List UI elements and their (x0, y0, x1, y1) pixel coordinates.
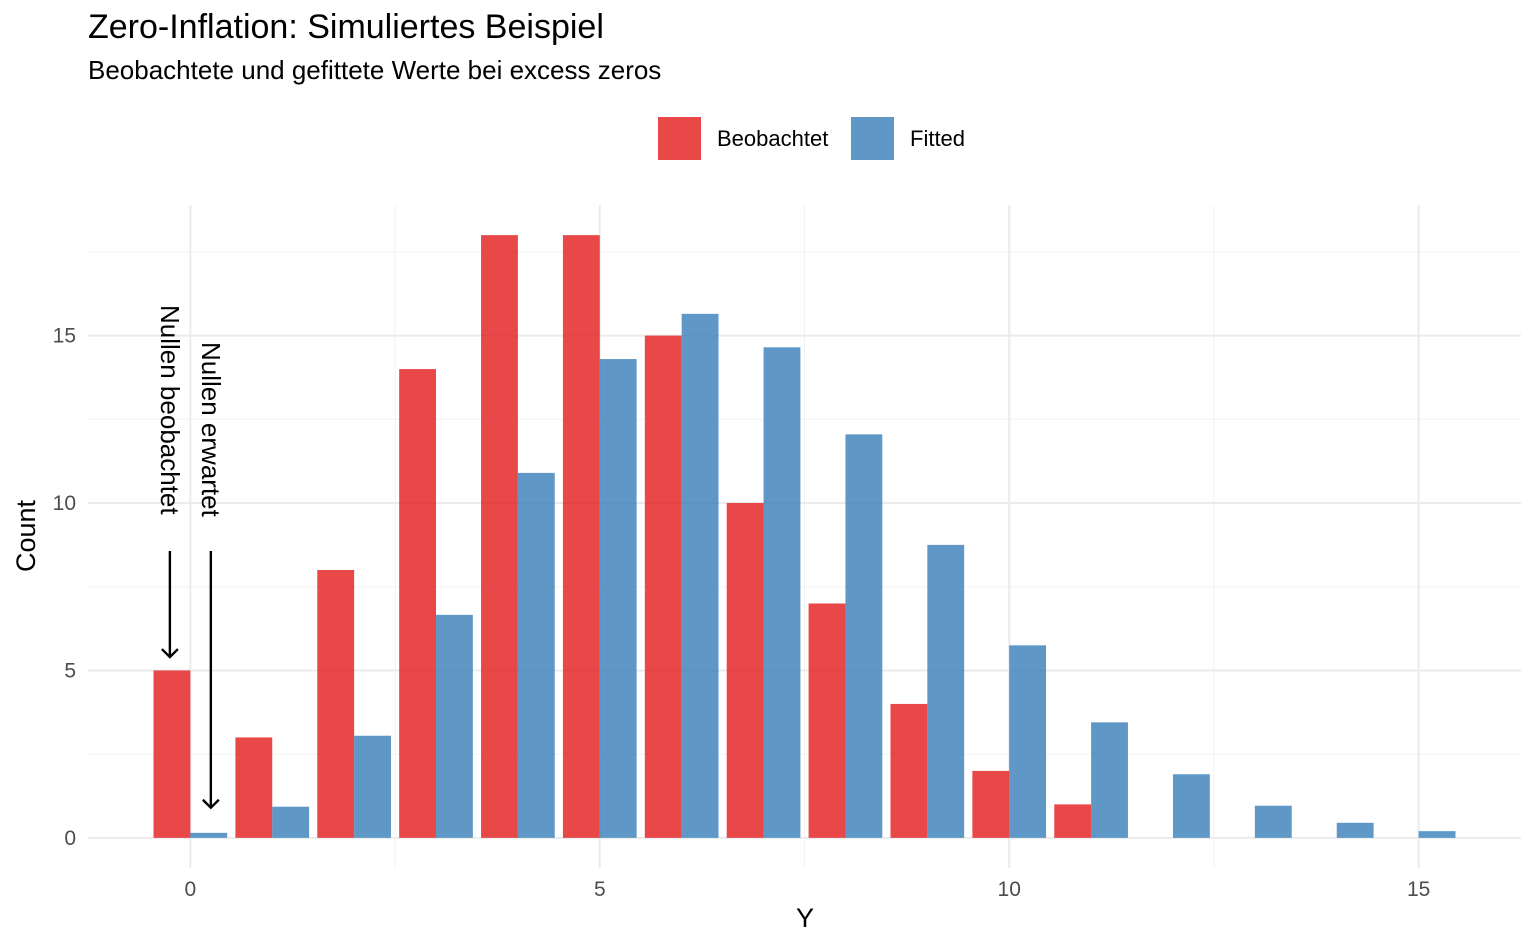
bar-beobachtet (235, 737, 273, 838)
bar-beobachtet (726, 503, 764, 838)
bar-fitted (1336, 822, 1374, 838)
x-tick-label: 0 (185, 878, 197, 901)
x-tick-label: 5 (594, 878, 606, 901)
x-tick-label: 15 (1407, 878, 1430, 901)
bar-beobachtet (890, 703, 928, 838)
bar-fitted (927, 544, 965, 838)
bar-beobachtet (644, 335, 682, 838)
legend-swatch-fitted (851, 117, 894, 160)
legend-label-beobachtet: Beobachtet (717, 126, 828, 151)
bar-fitted (1091, 722, 1128, 838)
bar-fitted (1254, 805, 1292, 838)
bar-beobachtet (972, 770, 1010, 838)
bar-fitted (681, 313, 719, 838)
bar-fitted (517, 472, 555, 838)
tick-labels: 0 5 10 15 0 5 10 15 (53, 325, 1431, 901)
bar-fitted (354, 735, 391, 838)
y-tick-label: 15 (53, 325, 76, 348)
grid (88, 205, 1521, 868)
x-tick-label: 10 (998, 878, 1021, 901)
bar-beobachtet (317, 569, 355, 838)
chart-title: Zero-Inflation: Simuliertes Beispiel (88, 8, 604, 46)
y-axis-title: Count (11, 499, 41, 572)
bar-fitted (190, 832, 228, 838)
x-axis-title: Y (796, 903, 814, 933)
bar-beobachtet (481, 235, 518, 838)
bar-fitted (845, 434, 883, 838)
bar-fitted (599, 359, 637, 838)
bar-beobachtet (153, 670, 191, 838)
bars (153, 235, 1456, 838)
annotation-nullen-beobachtet: Nullen beobachtet (155, 305, 185, 515)
bar-beobachtet (808, 603, 846, 838)
bar-beobachtet (562, 235, 600, 838)
bar-fitted (1418, 831, 1456, 838)
bar-fitted (1172, 774, 1210, 838)
bar-beobachtet (1054, 804, 1092, 838)
legend-label-fitted: Fitted (910, 126, 965, 151)
legend-swatch-beobachtet (658, 117, 701, 160)
bar-beobachtet (399, 369, 437, 838)
y-tick-label: 0 (64, 827, 76, 850)
bar-fitted (272, 806, 310, 838)
legend: Beobachtet Fitted (658, 117, 965, 160)
y-tick-label: 10 (53, 492, 76, 515)
y-tick-label: 5 (64, 659, 76, 682)
bar-fitted (1009, 645, 1047, 838)
bar-fitted (436, 614, 473, 838)
annotation-nullen-erwartet: Nullen erwartet (196, 342, 226, 518)
chart-subtitle: Beobachtete und gefittete Werte bei exce… (88, 55, 661, 85)
annotations: Nullen beobachtet Nullen erwartet (155, 305, 226, 810)
bar-fitted (763, 347, 801, 838)
